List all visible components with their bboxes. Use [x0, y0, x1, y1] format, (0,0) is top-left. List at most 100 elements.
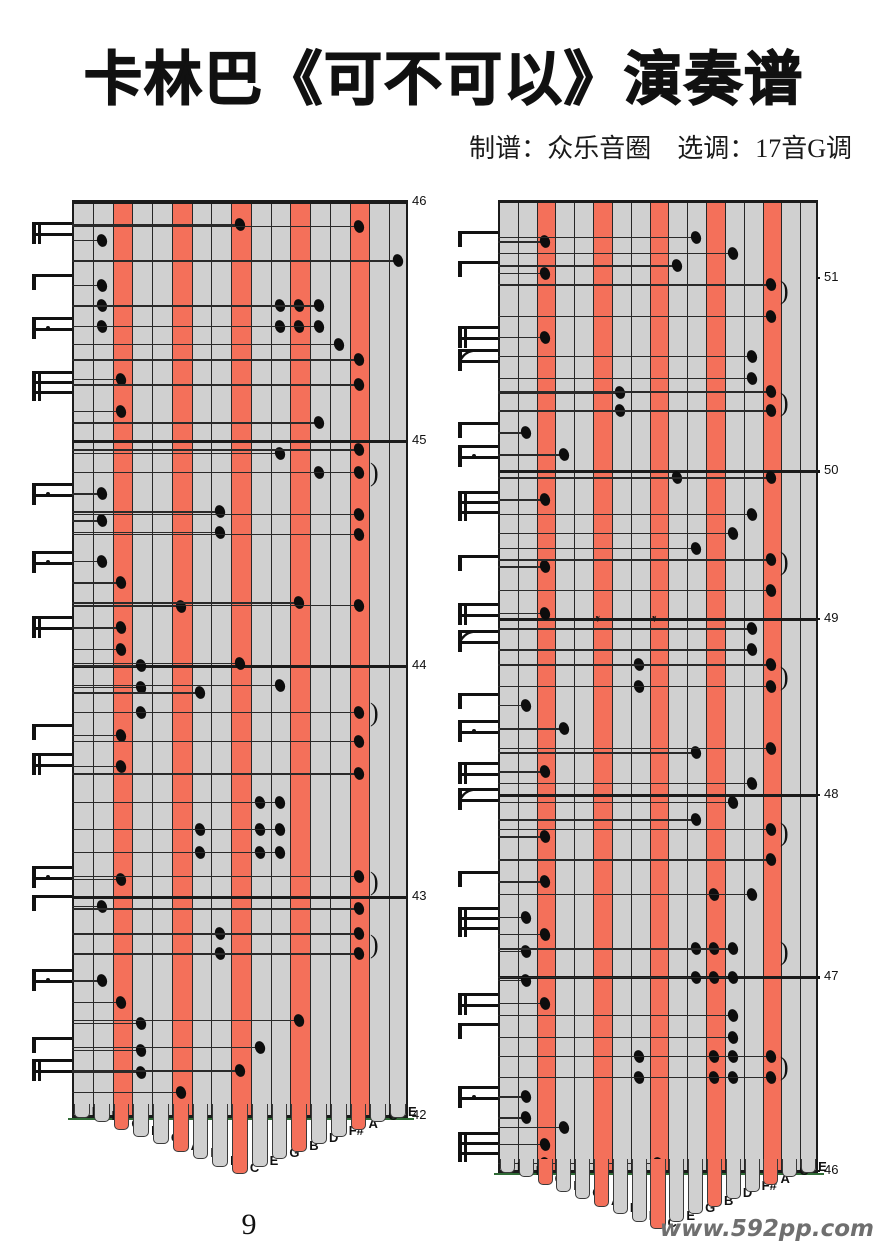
- rhythm-bracket-single: [32, 274, 76, 304]
- rhythm-stem: [458, 692, 462, 709]
- note-lead-line: [72, 662, 240, 664]
- rhythm-bracket-double-stem: [32, 1059, 76, 1089]
- note-lead-line: [72, 802, 280, 804]
- tab-column-D-12: [311, 203, 331, 1117]
- rhythm-beam: [458, 1132, 500, 1136]
- note-lead-line: [72, 1046, 260, 1049]
- rhythm-stem-secondary: [464, 490, 467, 521]
- rhythm-beam: [458, 1086, 500, 1090]
- rhythm-beam: [32, 764, 74, 767]
- note-lead-line: [72, 1070, 240, 1072]
- note-lead-line: [498, 1126, 564, 1129]
- note-lead-line: [72, 685, 280, 687]
- rhythm-beam: [458, 926, 500, 930]
- tab-column-C-8: [650, 203, 670, 1172]
- note-lead-line: [72, 908, 359, 910]
- tab-grid: [498, 200, 818, 1175]
- kalimba-tine-A: [172, 1104, 189, 1152]
- rhythm-beam: [458, 490, 500, 494]
- note-lead-line: [72, 493, 102, 495]
- rhythm-beam: [32, 483, 74, 486]
- note-lead-line: [498, 377, 753, 380]
- rhythm-beam: [32, 865, 74, 869]
- tine-label-E: E: [818, 1159, 827, 1174]
- measure-number: 51: [824, 268, 839, 284]
- note-lead-line: [498, 392, 621, 394]
- note-lead-line: [498, 356, 753, 358]
- note-lead-line: [498, 704, 527, 706]
- tab-column-Fsharp-13: [331, 203, 351, 1117]
- rhythm-bracket-double-stem: [32, 222, 76, 252]
- note-lead-line: [72, 905, 102, 907]
- note-lead-line: [498, 1056, 771, 1058]
- measure-tick: [818, 470, 820, 473]
- rhythm-beam: [458, 692, 500, 696]
- note-lead-line: [72, 627, 122, 629]
- tie-paren: ): [780, 276, 789, 306]
- note-lead-line: [72, 1022, 142, 1024]
- note-lead-line: [498, 728, 564, 730]
- rhythm-bracket-single: [458, 692, 502, 723]
- measure-number: 46: [412, 193, 427, 208]
- tine-label-A: A: [780, 1170, 790, 1186]
- note-lead-line: [498, 1002, 546, 1004]
- tine-label-E: E: [686, 1207, 696, 1223]
- rhythm-bracket-triple: [458, 906, 502, 937]
- kalimba-tine-B: [291, 1104, 308, 1152]
- rhythm-curve-icon: [457, 629, 492, 651]
- tab-column-G-10: [272, 203, 292, 1117]
- rhythm-beam: [32, 969, 74, 972]
- note-lead-line: [498, 836, 546, 838]
- rhythm-beam: [458, 1097, 500, 1101]
- note-lead-line: [72, 980, 102, 982]
- rhythm-bracket-dotted: [32, 865, 76, 896]
- measure-tick: [818, 276, 820, 279]
- note-lead-line: [72, 260, 399, 262]
- page-number: 9: [241, 1208, 257, 1241]
- tab-column-Fsharp-6: [613, 203, 632, 1172]
- note-lead-line: [72, 1091, 181, 1094]
- rhythm-beam: [458, 906, 500, 910]
- note-lead-line: [498, 284, 771, 286]
- note-lead-line: [72, 582, 122, 584]
- kalimba-tine-G: [113, 1104, 130, 1130]
- tie-paren: ): [780, 387, 789, 417]
- note-lead-line: [72, 686, 142, 689]
- kalimba-tine-D: [725, 1159, 741, 1200]
- tine-label-E: E: [408, 1104, 417, 1119]
- measure-tick: [818, 976, 820, 979]
- measure-number: 42: [412, 1107, 427, 1122]
- measure-tick: [818, 1170, 820, 1173]
- tab-column-G-10: [688, 203, 708, 1172]
- tab-column-A-5: [172, 203, 193, 1117]
- tab-column-E-3: [556, 203, 576, 1172]
- rhythm-beam: [458, 640, 500, 644]
- tab-column-B-1: [519, 203, 538, 1172]
- note-lead-line: [498, 1077, 771, 1079]
- rhythm-bracket-single: [458, 261, 502, 291]
- rhythm-beam: [32, 616, 74, 620]
- rhythm-beam: [458, 761, 500, 765]
- rhythm-dot: [46, 492, 50, 496]
- rhythm-beam: [458, 870, 500, 874]
- rhythm-beam: [32, 327, 74, 331]
- left-panel: )))): [72, 200, 408, 1120]
- note-lead-line: [72, 734, 122, 736]
- rhythm-beam: [458, 337, 500, 341]
- tab-column-E-9: [669, 203, 689, 1172]
- rhythm-bracket-double-stem: [32, 753, 76, 783]
- rhythm-stem: [458, 1023, 462, 1040]
- tab-column-C-15: [370, 203, 391, 1117]
- rhythm-beam: [458, 1023, 500, 1027]
- kalimba-tine-C: [370, 1104, 387, 1123]
- note-lead-line: [498, 664, 771, 666]
- rhythm-bracket-dotted: [32, 316, 76, 347]
- rhythm-beam: [32, 1070, 74, 1073]
- kalimba-tine-C: [153, 1104, 169, 1145]
- rhythm-bracket-single: [32, 895, 76, 925]
- kalimba-tine-C: [232, 1104, 248, 1174]
- note-lead-line: [72, 692, 201, 694]
- rhythm-beam: [458, 614, 500, 618]
- rhythm-bracket-dotted: [458, 719, 502, 750]
- note-lead-line: [72, 604, 359, 607]
